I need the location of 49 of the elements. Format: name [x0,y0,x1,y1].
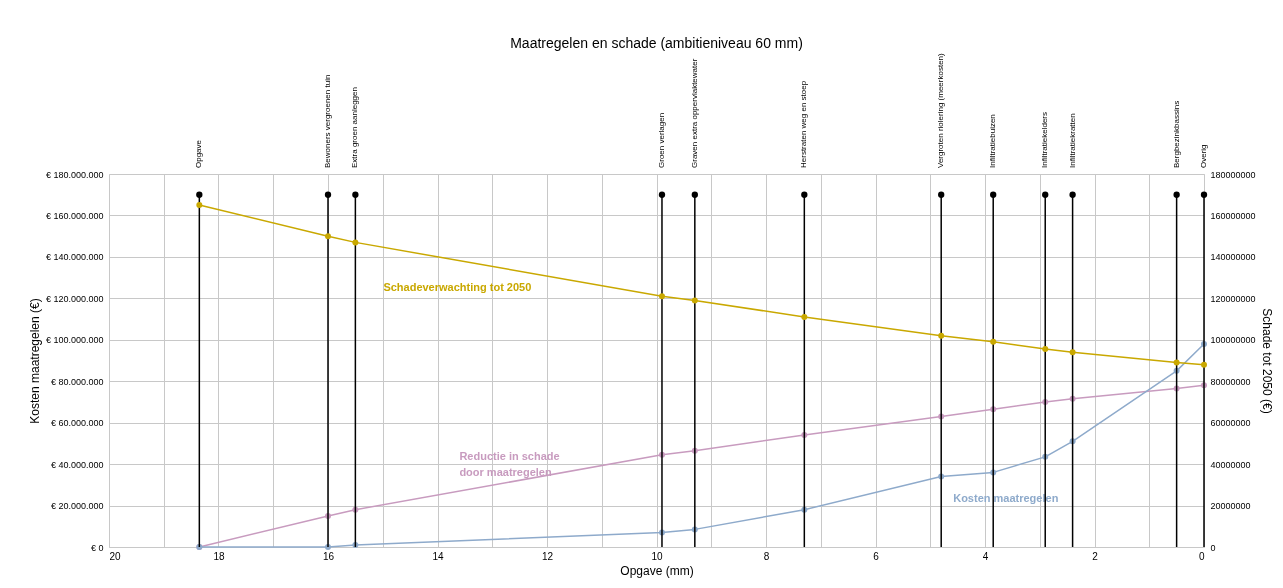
y-tick-label: € 160.000.000 [45,210,104,221]
y-axis-title: Kosten maatregelen (€) [27,298,42,424]
x-axis-title: Opgave (mm) [620,563,694,578]
data-label: Vergroten riolering (meerkosten) [936,52,946,168]
y-tick-label: € 180.000.000 [45,169,104,180]
x-tick-label: 18 [213,550,225,562]
x-tick-label: 16 [322,550,335,562]
y2-tick-label: 80000000 [1210,376,1251,387]
x-tick-label: 10 [651,550,663,562]
y2-tick-label: 140000000 [1210,252,1256,263]
y2-tick-label: 20000000 [1210,501,1251,512]
y2-tick-label: 100000000 [1210,335,1256,346]
y-tick-label: € 80.000.000 [50,376,104,387]
y2-tick-label: 60000000 [1210,418,1251,429]
y-tick-label: € 140.000.000 [45,252,104,263]
y2-axis-title: Schade tot 2050 (€) [1259,308,1274,414]
series-label: Reductie in schade door maatregelen [459,449,560,478]
x-tick-label: 12 [541,550,554,562]
y-tick-label: € 100.000.000 [45,335,104,346]
x-tick-label: 20 [109,550,122,562]
data-label: Overig [1199,144,1208,168]
data-label: Herstraten weg en stoep [799,80,809,168]
series-label: Schadeverwachting tot 2050 [383,281,532,294]
y2-tick-label: 120000000 [1210,293,1256,304]
y2-tick-label: 40000000 [1210,459,1251,470]
y-tick-label: € 40.000.000 [50,459,104,470]
x-tick-label: 6 [873,550,880,562]
y2-tick-label: 160000000 [1210,210,1256,221]
data-label: Bewoners vergroenen tuin [323,74,332,168]
y-tick-label: € 60.000.000 [50,418,104,429]
x-tick-label: 14 [432,550,444,562]
data-label: Groen verlagen [656,112,666,168]
x-tick-label: 2 [1092,550,1099,562]
data-label: Infiltratiekratten [1067,113,1077,168]
x-tick-label: 4 [982,550,989,562]
y-tick-label: € 120.000.000 [45,293,104,304]
data-label: Extra groen aanleggen [350,87,360,168]
y2-tick-label: 180000000 [1210,169,1256,180]
data-label: Graven extra oppervlaktewater [689,58,699,168]
y-tick-label: € 20.000.000 [50,501,104,512]
data-label: Infiltratiekelders [1040,111,1050,168]
chart-title: Maatregelen en schade (ambitieniveau 60 mm) [510,35,803,52]
data-label: Bergbezinkbassins [1171,100,1181,168]
y-tick-label: € 0 [90,542,104,553]
data-label: Opgave [194,139,204,168]
data-label: Infiltratiebuizen [988,114,998,168]
x-tick-label: 0 [1198,550,1205,562]
y2-tick-label: 0 [1210,542,1216,553]
x-tick-label: 8 [763,550,770,562]
